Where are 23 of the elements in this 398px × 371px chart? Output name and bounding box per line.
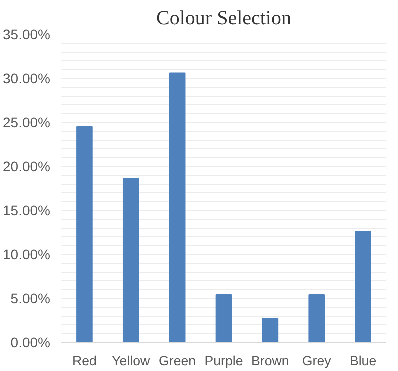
x-tick-label: Purple — [204, 354, 244, 368]
chart-title: Colour Selection — [156, 8, 292, 30]
x-tick-label: Blue — [350, 354, 377, 368]
bar — [308, 294, 326, 342]
y-tick-label: 30.00% — [3, 70, 50, 86]
bar — [122, 178, 140, 342]
x-tick-label: Grey — [302, 354, 332, 368]
x-tick-label: Red — [72, 354, 97, 368]
bar — [216, 294, 232, 342]
bar — [76, 126, 93, 342]
y-tick-label: 0.00% — [10, 334, 51, 350]
bar — [355, 231, 372, 342]
y-tick-label: 5.00% — [10, 290, 51, 306]
x-tick-label: Brown — [252, 354, 290, 368]
bar — [262, 318, 279, 342]
x-tick-label: Green — [159, 354, 196, 368]
y-tick-label: 20.00% — [3, 158, 50, 174]
x-tick-label: Yellow — [112, 354, 151, 368]
y-tick-label: 25.00% — [3, 114, 50, 130]
bar — [169, 72, 186, 342]
y-tick-label: 35.00% — [3, 26, 50, 42]
y-tick-label: 10.00% — [3, 246, 50, 262]
y-tick-label: 15.00% — [3, 202, 50, 218]
